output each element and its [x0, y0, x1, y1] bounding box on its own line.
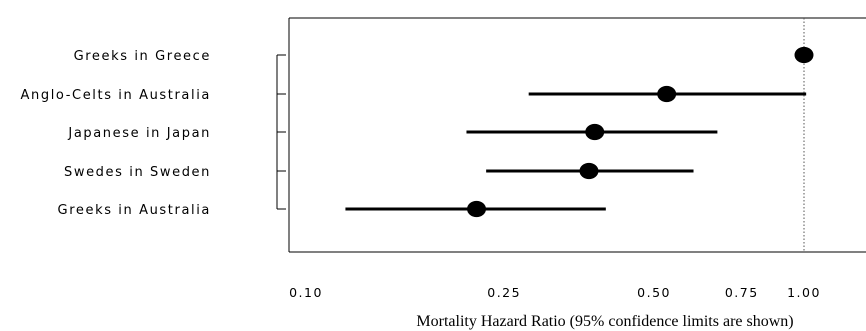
x-tick-label: 0.10	[289, 285, 323, 300]
x-axis-title: Mortality Hazard Ratio (95% confidence l…	[416, 313, 793, 330]
category-label: Greeks in Australia	[58, 203, 211, 218]
x-tick-label: 1.00	[787, 285, 821, 300]
x-tick-label: 0.50	[637, 285, 671, 300]
x-axis-ticks: 0.10 0.25 0.50 0.75 1.00	[289, 285, 821, 300]
point-estimate	[657, 85, 677, 103]
point-estimate	[794, 46, 814, 64]
axes	[288, 17, 866, 253]
x-tick-label: 0.25	[487, 285, 521, 300]
data-marks	[345, 46, 814, 218]
category-bracket	[276, 54, 286, 210]
x-tick-label: 0.75	[725, 285, 759, 300]
category-label: Swedes in Sweden	[64, 165, 211, 180]
point-estimate	[467, 200, 487, 218]
point-estimate	[585, 123, 605, 141]
category-label: Japanese in Japan	[67, 126, 211, 141]
category-labels: Greeks in Greece Anglo-Celts in Australia…	[21, 49, 211, 218]
point-estimate	[579, 162, 599, 180]
category-label: Anglo-Celts in Australia	[21, 88, 211, 103]
category-label: Greeks in Greece	[74, 49, 211, 64]
